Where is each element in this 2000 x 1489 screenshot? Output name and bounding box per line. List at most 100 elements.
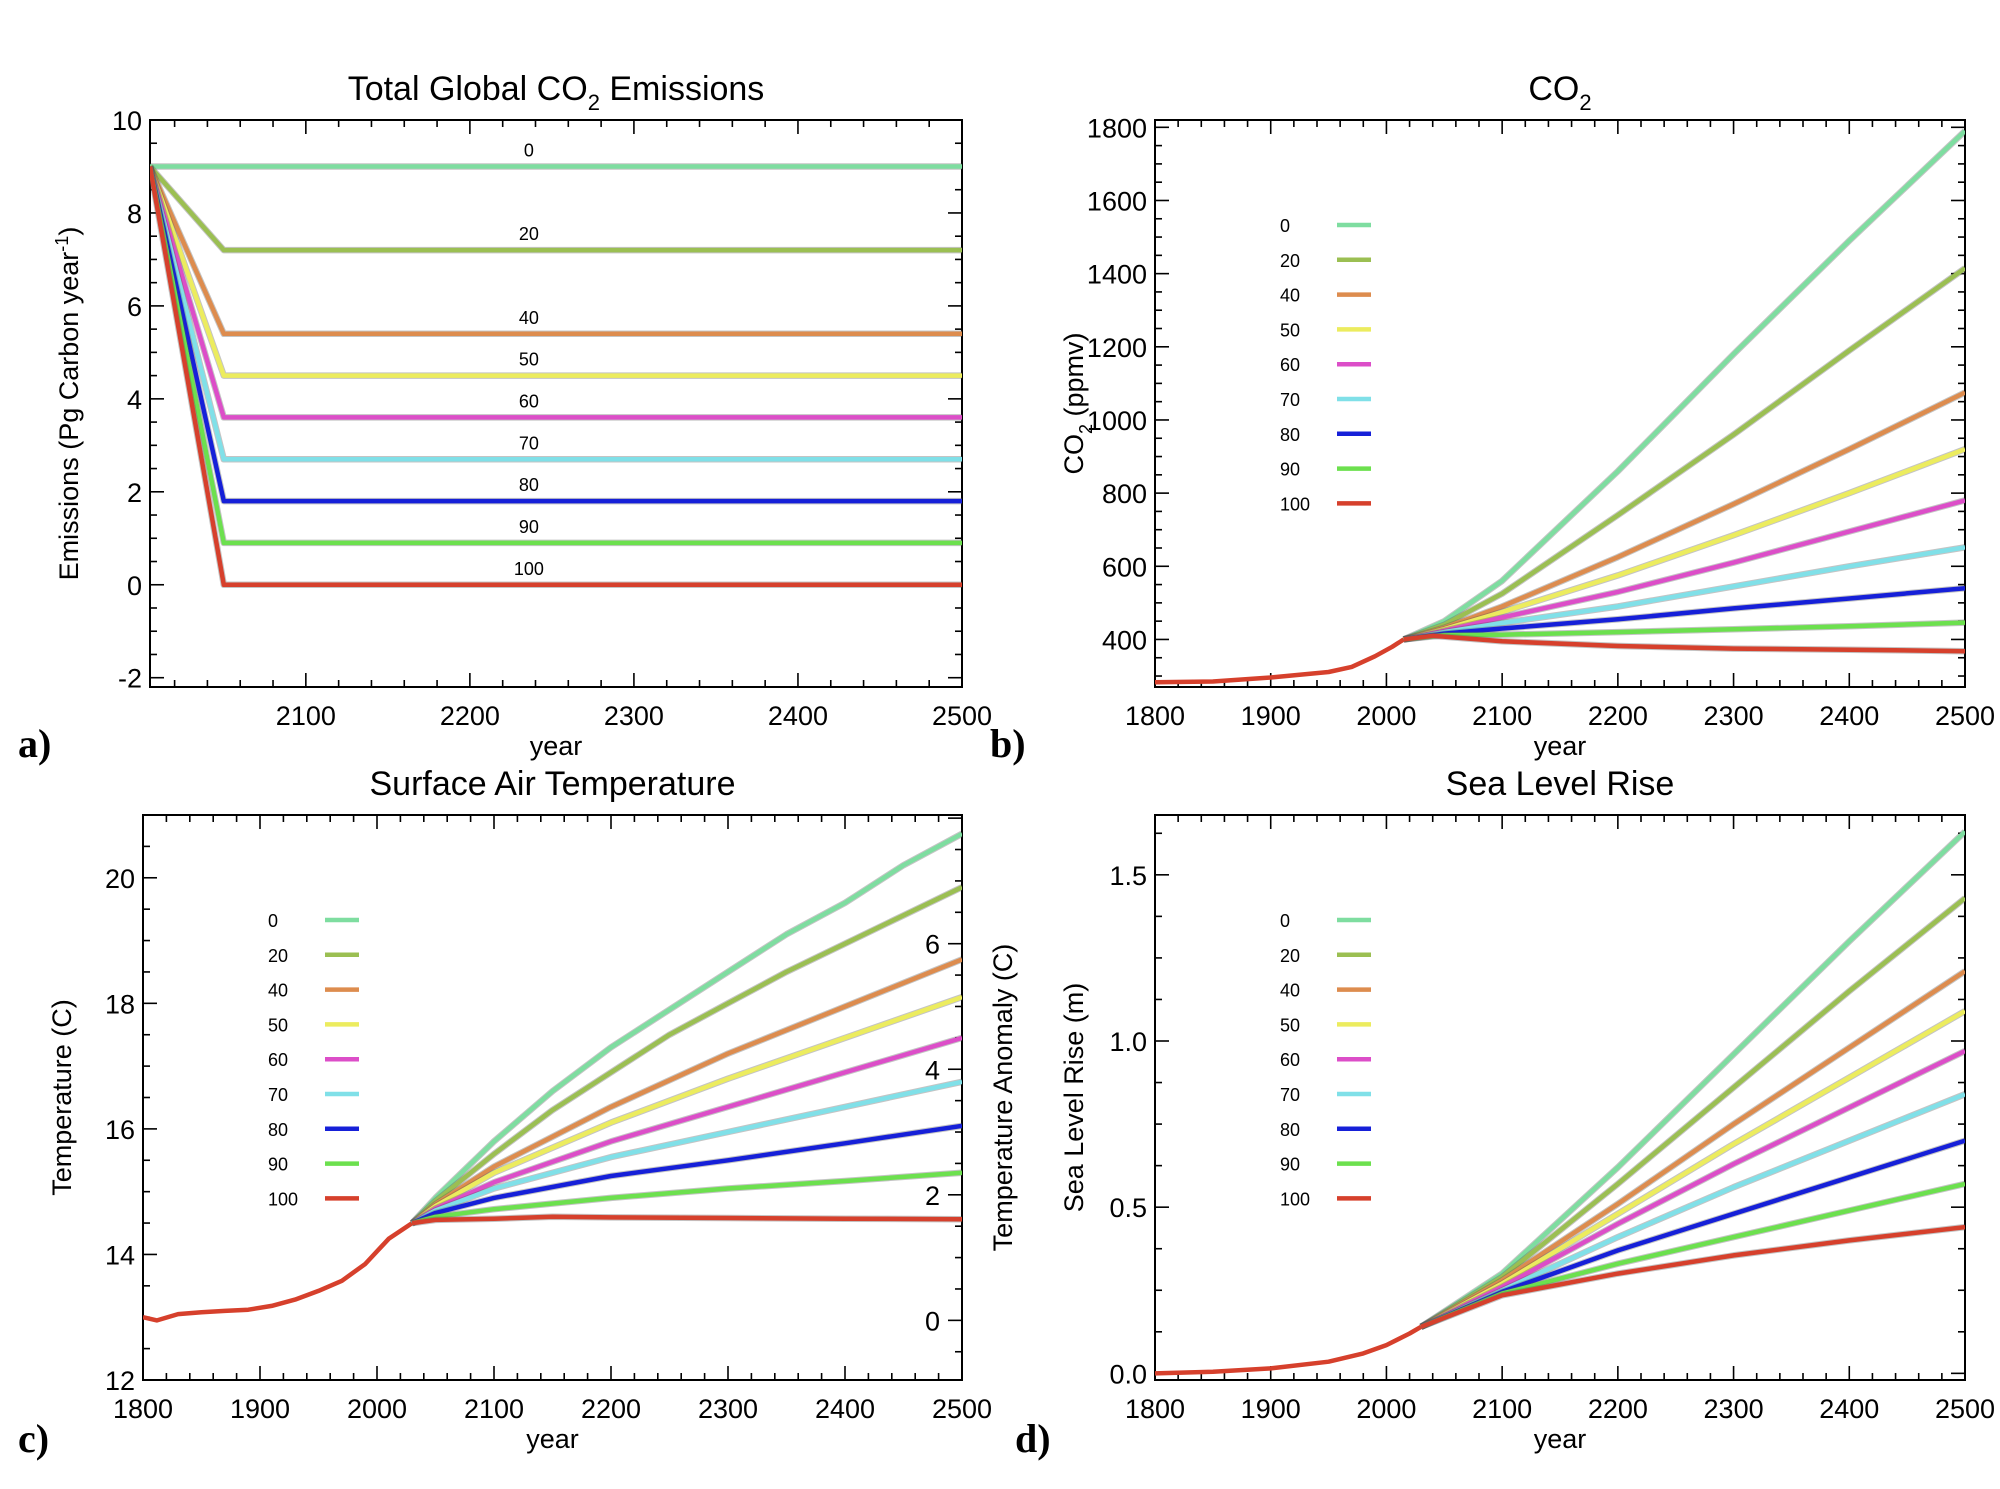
y-tick-label: 1600 — [1087, 186, 1147, 216]
x-tick-label: 2200 — [581, 1394, 641, 1424]
series-line-60 — [1403, 498, 1965, 642]
x-tick-label: 2300 — [604, 701, 664, 731]
right-y-tick-label: 6 — [925, 930, 940, 960]
y-tick-label: 0 — [127, 571, 142, 601]
series-line-80 — [150, 166, 962, 504]
x-tick-label: 2200 — [440, 701, 500, 731]
right-y-tick-label: 4 — [925, 1055, 940, 1085]
series-group — [1155, 829, 1965, 1376]
legend-label-20: 20 — [268, 946, 288, 966]
right-y-axis-label: Temperature Anomaly (C) — [988, 944, 1018, 1252]
y-tick-label: 0.0 — [1109, 1359, 1147, 1389]
series-line-20 — [410, 885, 962, 1225]
series-line-20 — [1419, 896, 1965, 1329]
series-label-40: 40 — [519, 308, 539, 328]
x-tick-label: 2400 — [1819, 1394, 1879, 1424]
legend-label-50: 50 — [268, 1015, 288, 1035]
y-tick-label: 6 — [127, 292, 142, 322]
series-line-90 — [150, 166, 962, 546]
x-axis-label: year — [526, 1424, 579, 1454]
y-tick-label: 2 — [127, 478, 142, 508]
y-tick-label: 1400 — [1087, 260, 1147, 290]
series-line-60 — [1420, 1048, 1965, 1329]
legend-label-0: 0 — [1280, 911, 1290, 931]
y-tick-label: 1.5 — [1109, 861, 1147, 891]
historical-line — [1155, 1324, 1423, 1376]
series-label-80: 80 — [519, 475, 539, 495]
plot-frame — [142, 814, 963, 1381]
y-axis-label: Emissions (Pg Carbon year-1) — [52, 227, 84, 581]
legend-label-90: 90 — [268, 1155, 288, 1175]
series-line-shadow — [150, 165, 962, 379]
y-tick-label: 10 — [112, 106, 142, 136]
chart-title: Total Global CO2 Emissions — [348, 70, 765, 115]
x-tick-label: 2500 — [932, 1394, 992, 1424]
panel-b: 1800 1900 2000 2100 2200 2300 2400 250040060080… — [1059, 70, 1995, 761]
series-line-90 — [411, 1170, 962, 1226]
x-tick-label: 1800 — [1125, 1394, 1185, 1424]
series-line-shadow — [150, 165, 962, 421]
y-tick-label: 0.5 — [1109, 1193, 1147, 1223]
x-tick-label: 2000 — [347, 1394, 407, 1424]
chart-title: Surface Air Temperature — [370, 765, 736, 803]
series-group — [150, 163, 962, 589]
x-tick-label: 2400 — [815, 1394, 875, 1424]
x-tick-label: 1900 — [230, 1394, 290, 1424]
series-line-80 — [411, 1123, 962, 1226]
y-axis-label: Sea Level Rise (m) — [1059, 983, 1089, 1213]
y-tick-label: 16 — [105, 1115, 135, 1145]
y-tick-label: 1800 — [1087, 113, 1147, 143]
y-axis-label: Temperature (C) — [47, 999, 77, 1196]
x-tick-label: 2100 — [276, 701, 336, 731]
right-y-tick-label: 2 — [925, 1181, 940, 1211]
series-line-100 — [150, 166, 962, 588]
y-tick-label: 1.0 — [1109, 1027, 1147, 1057]
x-axis-label: year — [1534, 1424, 1587, 1454]
legend-label-60: 60 — [1280, 355, 1300, 375]
legend-label-90: 90 — [1280, 1155, 1300, 1175]
series-line-100 — [1420, 1224, 1965, 1329]
x-axis-label: year — [1534, 731, 1587, 761]
y-tick-label: 400 — [1102, 625, 1147, 655]
series-line-40 — [1419, 969, 1965, 1329]
x-tick-label: 2100 — [1472, 1394, 1532, 1424]
legend-label-70: 70 — [268, 1085, 288, 1105]
series-label-100: 100 — [514, 559, 544, 579]
series-label-50: 50 — [519, 350, 539, 370]
legend-label-40: 40 — [1280, 981, 1300, 1001]
y-tick-label: 12 — [105, 1366, 135, 1396]
y-tick-label: 1200 — [1087, 333, 1147, 363]
legend-label-50: 50 — [1280, 320, 1300, 340]
panel-letter-c: c) — [18, 1416, 50, 1461]
x-tick-label: 2000 — [1356, 1394, 1416, 1424]
x-tick-label: 2200 — [1588, 1394, 1648, 1424]
panel-letter-b: b) — [990, 721, 1026, 766]
series-line-shadow — [150, 165, 962, 547]
y-tick-label: 8 — [127, 199, 142, 229]
series-line-20 — [150, 165, 962, 253]
series-line-70 — [411, 1079, 962, 1226]
series-line-60 — [150, 165, 962, 420]
plot-frame — [149, 119, 963, 688]
x-tick-label: 2300 — [698, 1394, 758, 1424]
legend-label-80: 80 — [268, 1120, 288, 1140]
plot-frame — [1154, 814, 1966, 1381]
y-axis-label: CO2 (ppmv) — [1059, 332, 1096, 474]
legend-label-80: 80 — [1280, 425, 1300, 445]
legend-label-80: 80 — [1280, 1120, 1300, 1140]
series-line-0 — [410, 831, 962, 1225]
panel-d: 1800 1900 2000 2100 2200 2300 2400 2500 0.0 0.5 1.… — [1059, 765, 1995, 1454]
historical-line — [143, 1221, 414, 1323]
x-tick-label: 1900 — [1241, 1394, 1301, 1424]
series-line-50 — [410, 994, 962, 1225]
legend-label-20: 20 — [1280, 251, 1300, 271]
x-tick-label: 2500 — [932, 701, 992, 731]
panel-a: 2100 2200 2300 2400 2500 -2 0 2 4 6 8 10 Total Globa… — [52, 70, 992, 761]
series-line-shadow — [150, 164, 962, 254]
series-line-shadow — [1402, 265, 1965, 643]
legend-label-0: 0 — [268, 911, 278, 931]
y-tick-label: 800 — [1102, 479, 1147, 509]
series-label-70: 70 — [519, 433, 539, 453]
legend-label-70: 70 — [1280, 390, 1300, 410]
x-tick-label: 2300 — [1704, 701, 1764, 731]
